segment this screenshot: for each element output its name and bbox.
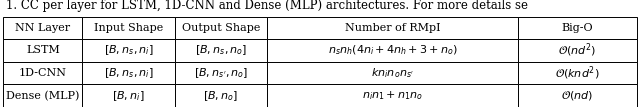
Bar — [3, 17, 83, 39]
Bar — [268, 62, 518, 84]
Text: $[B,n_s,n_i]$: $[B,n_s,n_i]$ — [104, 66, 154, 80]
Text: $n_in_1+n_1n_o$: $n_in_1+n_1n_o$ — [362, 89, 423, 102]
Text: $[B,n_i]$: $[B,n_i]$ — [112, 89, 145, 103]
Text: 1. CC per layer for LSTM, 1D-CNN and Dense (MLP) architectures. For more details: 1. CC per layer for LSTM, 1D-CNN and Den… — [6, 0, 529, 12]
Text: Dense (MLP): Dense (MLP) — [6, 91, 79, 101]
Text: $\mathcal{O}(nd)$: $\mathcal{O}(nd)$ — [561, 89, 593, 102]
Bar — [3, 62, 83, 84]
Text: $kn_in_on_{s'}$: $kn_in_on_{s'}$ — [371, 66, 414, 80]
Bar — [3, 39, 83, 62]
Text: Number of RMpI: Number of RMpI — [345, 23, 440, 33]
Text: Big-O: Big-O — [561, 23, 593, 33]
Text: NN Layer: NN Layer — [15, 23, 70, 33]
Bar — [268, 17, 518, 39]
Bar — [175, 62, 268, 84]
Text: $[B,n_s,n_o]$: $[B,n_s,n_o]$ — [195, 44, 247, 57]
Text: $[B,n_o]$: $[B,n_o]$ — [204, 89, 239, 103]
Bar — [518, 84, 637, 107]
Bar — [518, 62, 637, 84]
Bar — [83, 84, 175, 107]
Bar — [3, 84, 83, 107]
Bar — [268, 84, 518, 107]
Text: Input Shape: Input Shape — [94, 23, 163, 33]
Bar — [518, 39, 637, 62]
Text: $[B,n_{s'},n_o]$: $[B,n_{s'},n_o]$ — [194, 66, 248, 80]
Text: Output Shape: Output Shape — [182, 23, 260, 33]
Text: 1D-CNN: 1D-CNN — [19, 68, 67, 78]
Bar — [518, 17, 637, 39]
Bar — [83, 39, 175, 62]
Bar — [175, 84, 268, 107]
Bar — [83, 62, 175, 84]
Text: LSTM: LSTM — [26, 45, 60, 56]
Text: $\mathcal{O}(knd^2)$: $\mathcal{O}(knd^2)$ — [555, 64, 600, 82]
Bar — [83, 17, 175, 39]
Bar — [175, 17, 268, 39]
Text: $\mathcal{O}(nd^2)$: $\mathcal{O}(nd^2)$ — [558, 42, 596, 59]
Text: $n_sn_h(4n_i+4n_h+3+n_o)$: $n_sn_h(4n_i+4n_h+3+n_o)$ — [328, 44, 458, 57]
Text: $[B,n_s,n_i]$: $[B,n_s,n_i]$ — [104, 44, 154, 57]
Bar — [268, 39, 518, 62]
Bar — [175, 39, 268, 62]
